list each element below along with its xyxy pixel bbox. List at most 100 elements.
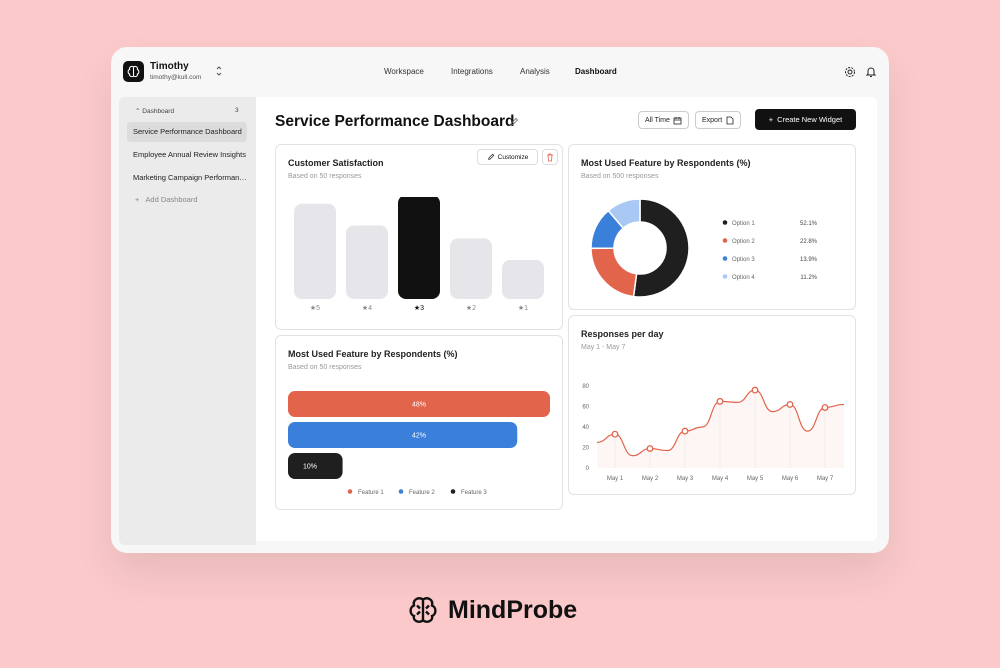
hbar-2 <box>288 422 518 448</box>
line-point-5 <box>751 386 759 394</box>
page-title: Service Performance Dashboard <box>275 113 515 130</box>
card-title: Responses per day <box>581 329 664 339</box>
export-button[interactable]: Export <box>695 111 742 129</box>
delete-button[interactable] <box>542 149 558 165</box>
plus-icon: + <box>135 195 140 204</box>
legend-label-2: Feature 2 <box>409 490 435 496</box>
calendar-icon <box>673 116 682 124</box>
nav-dashboard[interactable]: Dashboard <box>575 67 617 76</box>
chevron-up-icon: ⌃ <box>135 108 141 115</box>
nav-workspace[interactable]: Workspace <box>384 67 424 76</box>
bar-label-4: ★2 <box>466 304 476 312</box>
donut-slice-2 <box>590 247 638 298</box>
y-tick-1: 60 <box>582 405 589 411</box>
create-widget-button[interactable]: + Create New Widget <box>755 109 856 130</box>
edit-icon[interactable] <box>509 117 519 127</box>
x-tick-4: May 4 <box>712 476 729 482</box>
satisfaction-bar-chart: ★5★4★324 responses★2★1 <box>294 197 544 312</box>
user-name: Timothy <box>150 61 189 72</box>
x-tick-3: May 3 <box>677 476 694 482</box>
app-window: Timothy timothy@kull.com Workspace Integ… <box>111 47 889 553</box>
y-tick-4: 0 <box>586 466 590 472</box>
donut-legend-dot-2 <box>722 238 728 243</box>
y-tick-3: 20 <box>582 446 589 452</box>
line-point-4 <box>716 397 724 405</box>
donut-legend-label-3: Option 3 <box>732 257 755 263</box>
sidebar: ⌃ Dashboard 3 Service Performance Dashbo… <box>119 97 256 545</box>
app-logo[interactable] <box>123 61 144 82</box>
all-time-label: All Time <box>645 116 670 124</box>
all-time-filter[interactable]: All Time <box>638 111 689 129</box>
card-title: Customer Satisfaction <box>288 158 384 168</box>
legend-label-1: Feature 1 <box>358 490 384 496</box>
bar-label-5: ★1 <box>518 304 528 312</box>
x-tick-5: May 5 <box>747 476 764 482</box>
donut-slice-4 <box>607 198 641 230</box>
card-subtitle: May 1 - May 7 <box>581 344 626 351</box>
nav-analysis[interactable]: Analysis <box>520 67 550 76</box>
x-tick-7: May 7 <box>817 476 834 482</box>
user-email: timothy@kull.com <box>150 74 202 81</box>
line-point-7 <box>821 404 829 411</box>
card-subtitle: Based on 50 responses <box>288 364 362 371</box>
hbar-value-label-1: 48% <box>412 402 426 409</box>
donut-legend-dot-1 <box>722 220 728 225</box>
bar-label-1: ★5 <box>310 304 320 312</box>
donut-legend-dot-4 <box>722 274 728 279</box>
line-point-2 <box>646 445 654 452</box>
sidebar-section-header[interactable]: ⌃ Dashboard <box>135 107 174 115</box>
brain-icon <box>409 597 437 623</box>
add-dashboard-button[interactable]: + Add Dashboard <box>135 195 198 204</box>
x-tick-6: May 6 <box>782 476 799 482</box>
card-responses-per-day: Responses per day May 1 - May 7 80 60 40 20… <box>568 315 856 495</box>
trash-icon <box>547 153 553 161</box>
bell-icon[interactable] <box>865 66 877 78</box>
legend-dot-1 <box>347 489 353 494</box>
feature-horizontal-bar-chart: 48% 42% 10% Feature 1 Feature 2 Feature 3 <box>288 391 550 496</box>
plus-icon: + <box>768 115 774 124</box>
card-customer-satisfaction: Customer Satisfaction Based on 50 respon… <box>275 144 563 330</box>
brand-name: MindProbe <box>448 595 578 624</box>
chevron-updown-icon[interactable] <box>215 65 223 77</box>
legend-label-3: Feature 3 <box>461 490 487 496</box>
gear-icon[interactable] <box>844 66 856 78</box>
donut-legend-value-4: 11.2% <box>800 275 817 281</box>
y-tick-2: 40 <box>582 425 589 431</box>
card-subtitle: Based on 500 responses <box>581 173 659 180</box>
card-feature-bars: Most Used Feature by Respondents (%) Bas… <box>275 335 563 510</box>
y-tick-0: 80 <box>582 384 589 390</box>
legend-dot-2 <box>398 489 404 494</box>
customize-label: Customize <box>497 153 529 161</box>
donut-slice-1 <box>632 198 690 298</box>
card-title: Most Used Feature by Respondents (%) <box>581 158 751 168</box>
hbar-value-label-3: 10% <box>303 464 317 471</box>
line-point-1 <box>611 430 619 438</box>
responses-line-chart: 80 60 40 20 0 May 1 May 2 May 3 May 4 May 5 May 6 M… <box>582 384 845 482</box>
file-export-icon <box>726 116 734 124</box>
sidebar-item-service-performance[interactable]: Service Performance Dashboard <box>127 122 247 142</box>
hbar-value-label-2: 42% <box>412 433 426 440</box>
legend-dot-3 <box>450 489 456 494</box>
bar-label-3: ★3 <box>414 304 424 312</box>
donut-legend-value-1: 52.1% <box>800 221 818 227</box>
sidebar-section-label: Dashboard <box>142 108 175 115</box>
hbar-3 <box>288 453 343 479</box>
line-point-6 <box>786 401 794 408</box>
sidebar-item-marketing-campaign[interactable]: Marketing Campaign Performance <box>133 173 247 182</box>
main-content: Service Performance Dashboard All Time E… <box>256 97 877 541</box>
card-title: Most Used Feature by Respondents (%) <box>288 349 458 359</box>
create-widget-label: Create New Widget <box>777 115 843 124</box>
customize-button[interactable]: Customize <box>477 149 538 165</box>
sidebar-item-employee-review[interactable]: Employee Annual Review Insights <box>133 150 246 159</box>
sidebar-count: 3 <box>235 107 239 114</box>
bar-3 <box>398 197 440 299</box>
card-subtitle: Based on 50 responses <box>288 173 362 180</box>
hbar-1 <box>288 391 550 417</box>
nav-integrations[interactable]: Integrations <box>451 67 493 76</box>
x-tick-1: May 1 <box>607 476 624 482</box>
brain-icon <box>127 65 140 78</box>
brand-logo: MindProbe <box>408 594 577 626</box>
x-tick-2: May 2 <box>642 476 659 482</box>
add-dashboard-label: Add Dashboard <box>145 195 198 204</box>
bar-4 <box>450 238 492 299</box>
